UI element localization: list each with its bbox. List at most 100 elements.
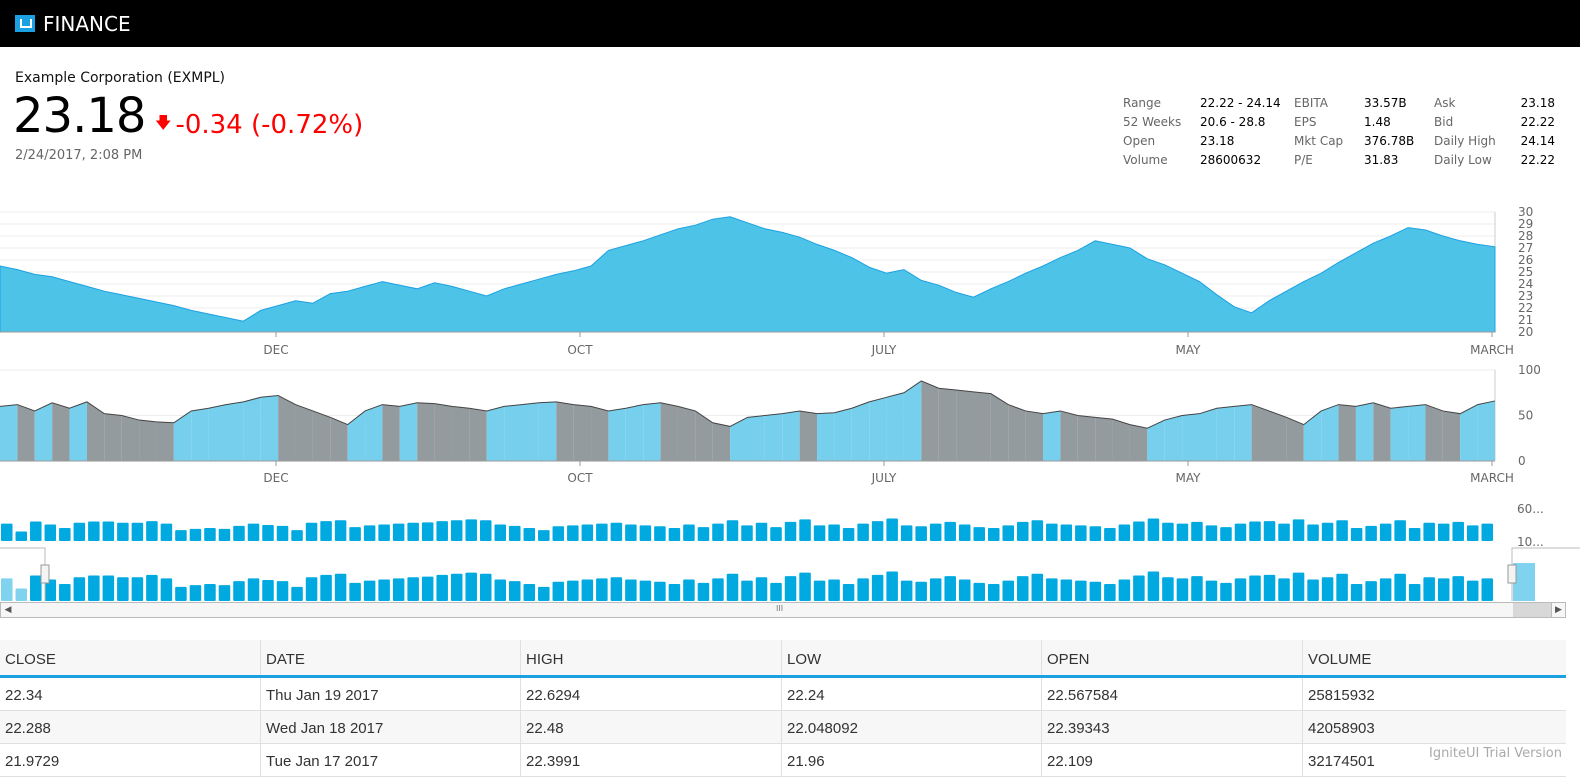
navigator-bar bbox=[102, 575, 115, 601]
indicator-segment bbox=[365, 404, 383, 461]
data-grid[interactable]: CLOSE DATE HIGH LOW OPEN VOLUME 22.34 Thu Jan 1… bbox=[0, 640, 1566, 777]
navigator-bar bbox=[697, 582, 710, 601]
grid-header[interactable]: CLOSE DATE HIGH LOW OPEN VOLUME bbox=[0, 640, 1566, 678]
x-tick-label: MAY bbox=[1176, 471, 1202, 485]
indicator-segment bbox=[712, 422, 731, 461]
navigator-bar bbox=[1060, 579, 1073, 601]
table-row[interactable]: 22.288 Wed Jan 18 2017 22.48 22.048092 22.39… bbox=[0, 711, 1566, 744]
y-tick-label: 0 bbox=[1518, 454, 1526, 468]
navigator-bar bbox=[1423, 577, 1435, 601]
volume-bar bbox=[378, 524, 390, 541]
navigator-bar bbox=[334, 573, 347, 601]
scroll-grip[interactable]: III bbox=[776, 604, 784, 613]
indicator-chart[interactable]: 100 50 0 DEC OCT JULY MAY MARCH bbox=[0, 362, 1580, 490]
volume-bar bbox=[262, 524, 274, 541]
indicator-segment bbox=[869, 397, 887, 461]
navigator-bar bbox=[117, 577, 129, 601]
y-tick-label: 22 bbox=[1518, 301, 1533, 315]
indicator-segment bbox=[1112, 419, 1130, 461]
navigator-bar bbox=[131, 577, 144, 601]
indicator-segment bbox=[347, 410, 366, 461]
indicator-segment bbox=[104, 413, 122, 461]
navigator-bar bbox=[1205, 580, 1218, 601]
grid-cell[interactable]: 21.96 bbox=[781, 744, 1041, 776]
navigator-bar bbox=[1292, 572, 1305, 601]
indicator-segment bbox=[608, 408, 626, 461]
column-header[interactable]: HIGH bbox=[520, 640, 781, 675]
x-tick-label: OCT bbox=[567, 471, 593, 485]
volume-bar bbox=[15, 531, 28, 541]
navigator-bar bbox=[755, 577, 768, 601]
indicator-segment bbox=[1199, 408, 1217, 461]
indicator-segment bbox=[973, 391, 991, 461]
volume-chart[interactable]: 60... 10... bbox=[0, 495, 1580, 603]
grid-cell[interactable]: 22.6294 bbox=[520, 678, 781, 710]
y-tick-label: 21 bbox=[1518, 313, 1533, 327]
y-tick-label: 10... bbox=[1517, 535, 1544, 549]
indicator-segment bbox=[1182, 413, 1200, 461]
navigator-bar bbox=[1394, 573, 1406, 601]
navigator-bar bbox=[1466, 580, 1479, 601]
grid-cell[interactable]: Tue Jan 17 2017 bbox=[260, 744, 520, 776]
grid-cell[interactable]: 21.9729 bbox=[5, 753, 60, 770]
navigator-right-handle bbox=[1507, 564, 1517, 584]
column-header[interactable]: OPEN bbox=[1041, 640, 1302, 675]
indicator-segment bbox=[695, 410, 713, 461]
scroll-right-button[interactable]: ▶ bbox=[1551, 603, 1565, 617]
navigator-bar bbox=[407, 577, 419, 601]
range-scrollbar[interactable]: ◀ III ▶ bbox=[0, 602, 1566, 618]
scroll-left-button[interactable]: ◀ bbox=[4, 605, 12, 615]
grid-cell[interactable]: 22.39343 bbox=[1041, 711, 1302, 743]
grid-cell[interactable]: 22.3991 bbox=[520, 744, 781, 776]
indicator-segment bbox=[52, 402, 70, 461]
volume-bar bbox=[842, 528, 855, 541]
volume-bar bbox=[1089, 526, 1102, 541]
indicator-segment bbox=[990, 393, 1009, 461]
stat-value: 23.18 bbox=[1200, 134, 1235, 148]
volume-bar bbox=[1263, 521, 1276, 541]
grid-cell[interactable]: 22.048092 bbox=[781, 711, 1041, 743]
grid-cell[interactable]: 22.567584 bbox=[1041, 678, 1302, 710]
grid-cell[interactable]: 22.109 bbox=[1041, 744, 1302, 776]
column-header[interactable]: LOW bbox=[781, 640, 1041, 675]
navigator-bar bbox=[465, 572, 477, 601]
navigator-bar bbox=[523, 584, 536, 601]
column-header[interactable]: DATE bbox=[260, 640, 520, 675]
grid-cell[interactable]: 32174501 bbox=[1302, 744, 1566, 776]
y-tick-label: 29 bbox=[1518, 217, 1533, 231]
y-tick-label: 23 bbox=[1518, 289, 1533, 303]
grid-cell[interactable]: 22.48 bbox=[520, 711, 781, 743]
grid-cell[interactable]: 22.24 bbox=[781, 678, 1041, 710]
navigator-bar bbox=[1075, 580, 1087, 601]
table-row[interactable]: 21.9729 Tue Jan 17 2017 22.3991 21.96 22.109… bbox=[0, 744, 1566, 777]
indicator-segment bbox=[1355, 402, 1374, 461]
stat-label: 52 Weeks bbox=[1123, 115, 1182, 129]
volume-bar bbox=[291, 530, 303, 541]
volume-bar bbox=[1379, 523, 1392, 541]
grid-cell[interactable]: 42058903 bbox=[1302, 711, 1566, 743]
stat-label: Mkt Cap bbox=[1294, 134, 1344, 148]
navigator-bar bbox=[625, 579, 637, 601]
indicator-segment bbox=[1477, 400, 1495, 461]
grid-cell[interactable]: 22.34 bbox=[5, 687, 43, 704]
indicator-segment bbox=[382, 404, 400, 461]
navigator-bar bbox=[929, 578, 942, 601]
navigator-bar bbox=[915, 581, 927, 601]
grid-cell[interactable]: 22.288 bbox=[5, 720, 51, 737]
column-header[interactable]: CLOSE bbox=[5, 651, 56, 668]
stat-value: 22.22 - 24.14 bbox=[1200, 96, 1281, 110]
volume-bar bbox=[987, 528, 1000, 541]
volume-bar bbox=[1437, 523, 1450, 541]
table-row[interactable]: 22.34 Thu Jan 19 2017 22.6294 22.24 22.56758… bbox=[0, 678, 1566, 711]
stat-value: 24.14 bbox=[1520, 134, 1555, 148]
volume-bar bbox=[450, 520, 463, 541]
grid-cell[interactable]: 25815932 bbox=[1302, 678, 1566, 710]
grid-cell[interactable]: Wed Jan 18 2017 bbox=[260, 711, 520, 743]
grid-cell[interactable]: Thu Jan 19 2017 bbox=[260, 678, 520, 710]
column-header[interactable]: VOLUME bbox=[1302, 640, 1566, 675]
navigator-bar bbox=[842, 584, 855, 601]
y-tick-label: 27 bbox=[1518, 241, 1533, 255]
volume-bar bbox=[1205, 525, 1218, 541]
volume-bar bbox=[146, 521, 158, 541]
